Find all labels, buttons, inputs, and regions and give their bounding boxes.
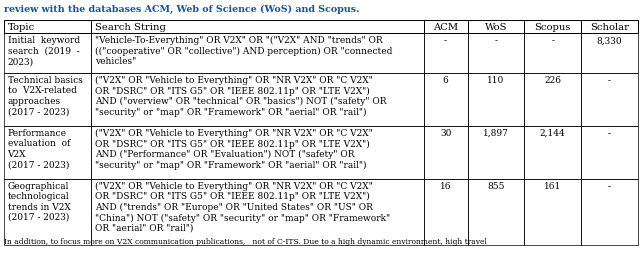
Text: ACM: ACM: [433, 23, 458, 32]
Bar: [424, 179, 468, 245]
Bar: [524, 20, 581, 33]
Text: In addition, to focus more on V2X communication publications,   not of C-ITS. Du: In addition, to focus more on V2X commun…: [4, 238, 487, 246]
Bar: [424, 20, 468, 33]
Text: ("V2X" OR "Vehicle to Everything" OR "NR V2X" OR "C V2X"
OR "DSRC" OR "ITS G5" O: ("V2X" OR "Vehicle to Everything" OR "NR…: [95, 182, 390, 233]
Text: WoS: WoS: [484, 23, 508, 32]
Text: Scholar: Scholar: [590, 23, 629, 32]
Bar: [524, 179, 581, 245]
Bar: [524, 73, 581, 126]
Text: Geographical
technological
trends in V2X
(2017 - 2023): Geographical technological trends in V2X…: [8, 182, 70, 222]
Bar: [581, 179, 638, 245]
Text: 6: 6: [443, 76, 449, 85]
Bar: [524, 126, 581, 179]
Bar: [4, 33, 91, 73]
Bar: [468, 20, 524, 33]
Text: Performance
evaluation  of
V2X
(2017 - 2023): Performance evaluation of V2X (2017 - 20…: [8, 129, 70, 169]
Text: -: -: [444, 36, 447, 45]
Bar: [91, 20, 424, 33]
Bar: [468, 179, 524, 245]
Text: -: -: [495, 36, 497, 45]
Text: Technical basics
to  V2X-related
approaches
(2017 - 2023): Technical basics to V2X-related approach…: [8, 76, 83, 116]
Text: 1,897: 1,897: [483, 129, 509, 138]
Text: 2,144: 2,144: [540, 129, 566, 138]
Text: Topic: Topic: [8, 23, 35, 32]
Text: ("V2X" OR "Vehicle to Everything" OR "NR V2X" OR "C V2X"
OR "DSRC" OR "ITS G5" O: ("V2X" OR "Vehicle to Everything" OR "NR…: [95, 76, 386, 117]
Text: 8,330: 8,330: [596, 36, 623, 45]
Text: review with the databases ACM, Web of Science (WoS) and Scopus.: review with the databases ACM, Web of Sc…: [4, 5, 360, 14]
Text: "Vehicle-To-Everything" OR V2X" OR "("V2X" AND "trends" OR
(("cooperative" OR "c: "Vehicle-To-Everything" OR V2X" OR "("V2…: [95, 36, 392, 66]
Text: Search String: Search String: [95, 23, 166, 32]
Text: -: -: [608, 76, 611, 85]
Bar: [581, 33, 638, 73]
Text: ("V2X" OR "Vehicle to Everything" OR "NR V2X" OR "C V2X"
OR "DSRC" OR "ITS G5" O: ("V2X" OR "Vehicle to Everything" OR "NR…: [95, 129, 372, 170]
Text: 226: 226: [544, 76, 561, 85]
Bar: [4, 179, 91, 245]
Bar: [4, 126, 91, 179]
Bar: [424, 73, 468, 126]
Bar: [524, 33, 581, 73]
Bar: [468, 33, 524, 73]
Bar: [468, 73, 524, 126]
Text: -: -: [608, 182, 611, 191]
Text: 161: 161: [544, 182, 561, 191]
Text: 855: 855: [487, 182, 505, 191]
Bar: [4, 20, 91, 33]
Bar: [424, 33, 468, 73]
Bar: [424, 126, 468, 179]
Bar: [468, 126, 524, 179]
Bar: [91, 73, 424, 126]
Text: 30: 30: [440, 129, 451, 138]
Bar: [581, 73, 638, 126]
Text: 16: 16: [440, 182, 451, 191]
Text: Initial  keyword
search  (2019  -
2023): Initial keyword search (2019 - 2023): [8, 36, 79, 66]
Bar: [91, 33, 424, 73]
Bar: [4, 73, 91, 126]
Bar: [91, 126, 424, 179]
Bar: [581, 20, 638, 33]
Text: -: -: [551, 36, 554, 45]
Bar: [581, 126, 638, 179]
Text: 110: 110: [487, 76, 504, 85]
Text: Scopus: Scopus: [534, 23, 571, 32]
Bar: [91, 179, 424, 245]
Text: -: -: [608, 129, 611, 138]
